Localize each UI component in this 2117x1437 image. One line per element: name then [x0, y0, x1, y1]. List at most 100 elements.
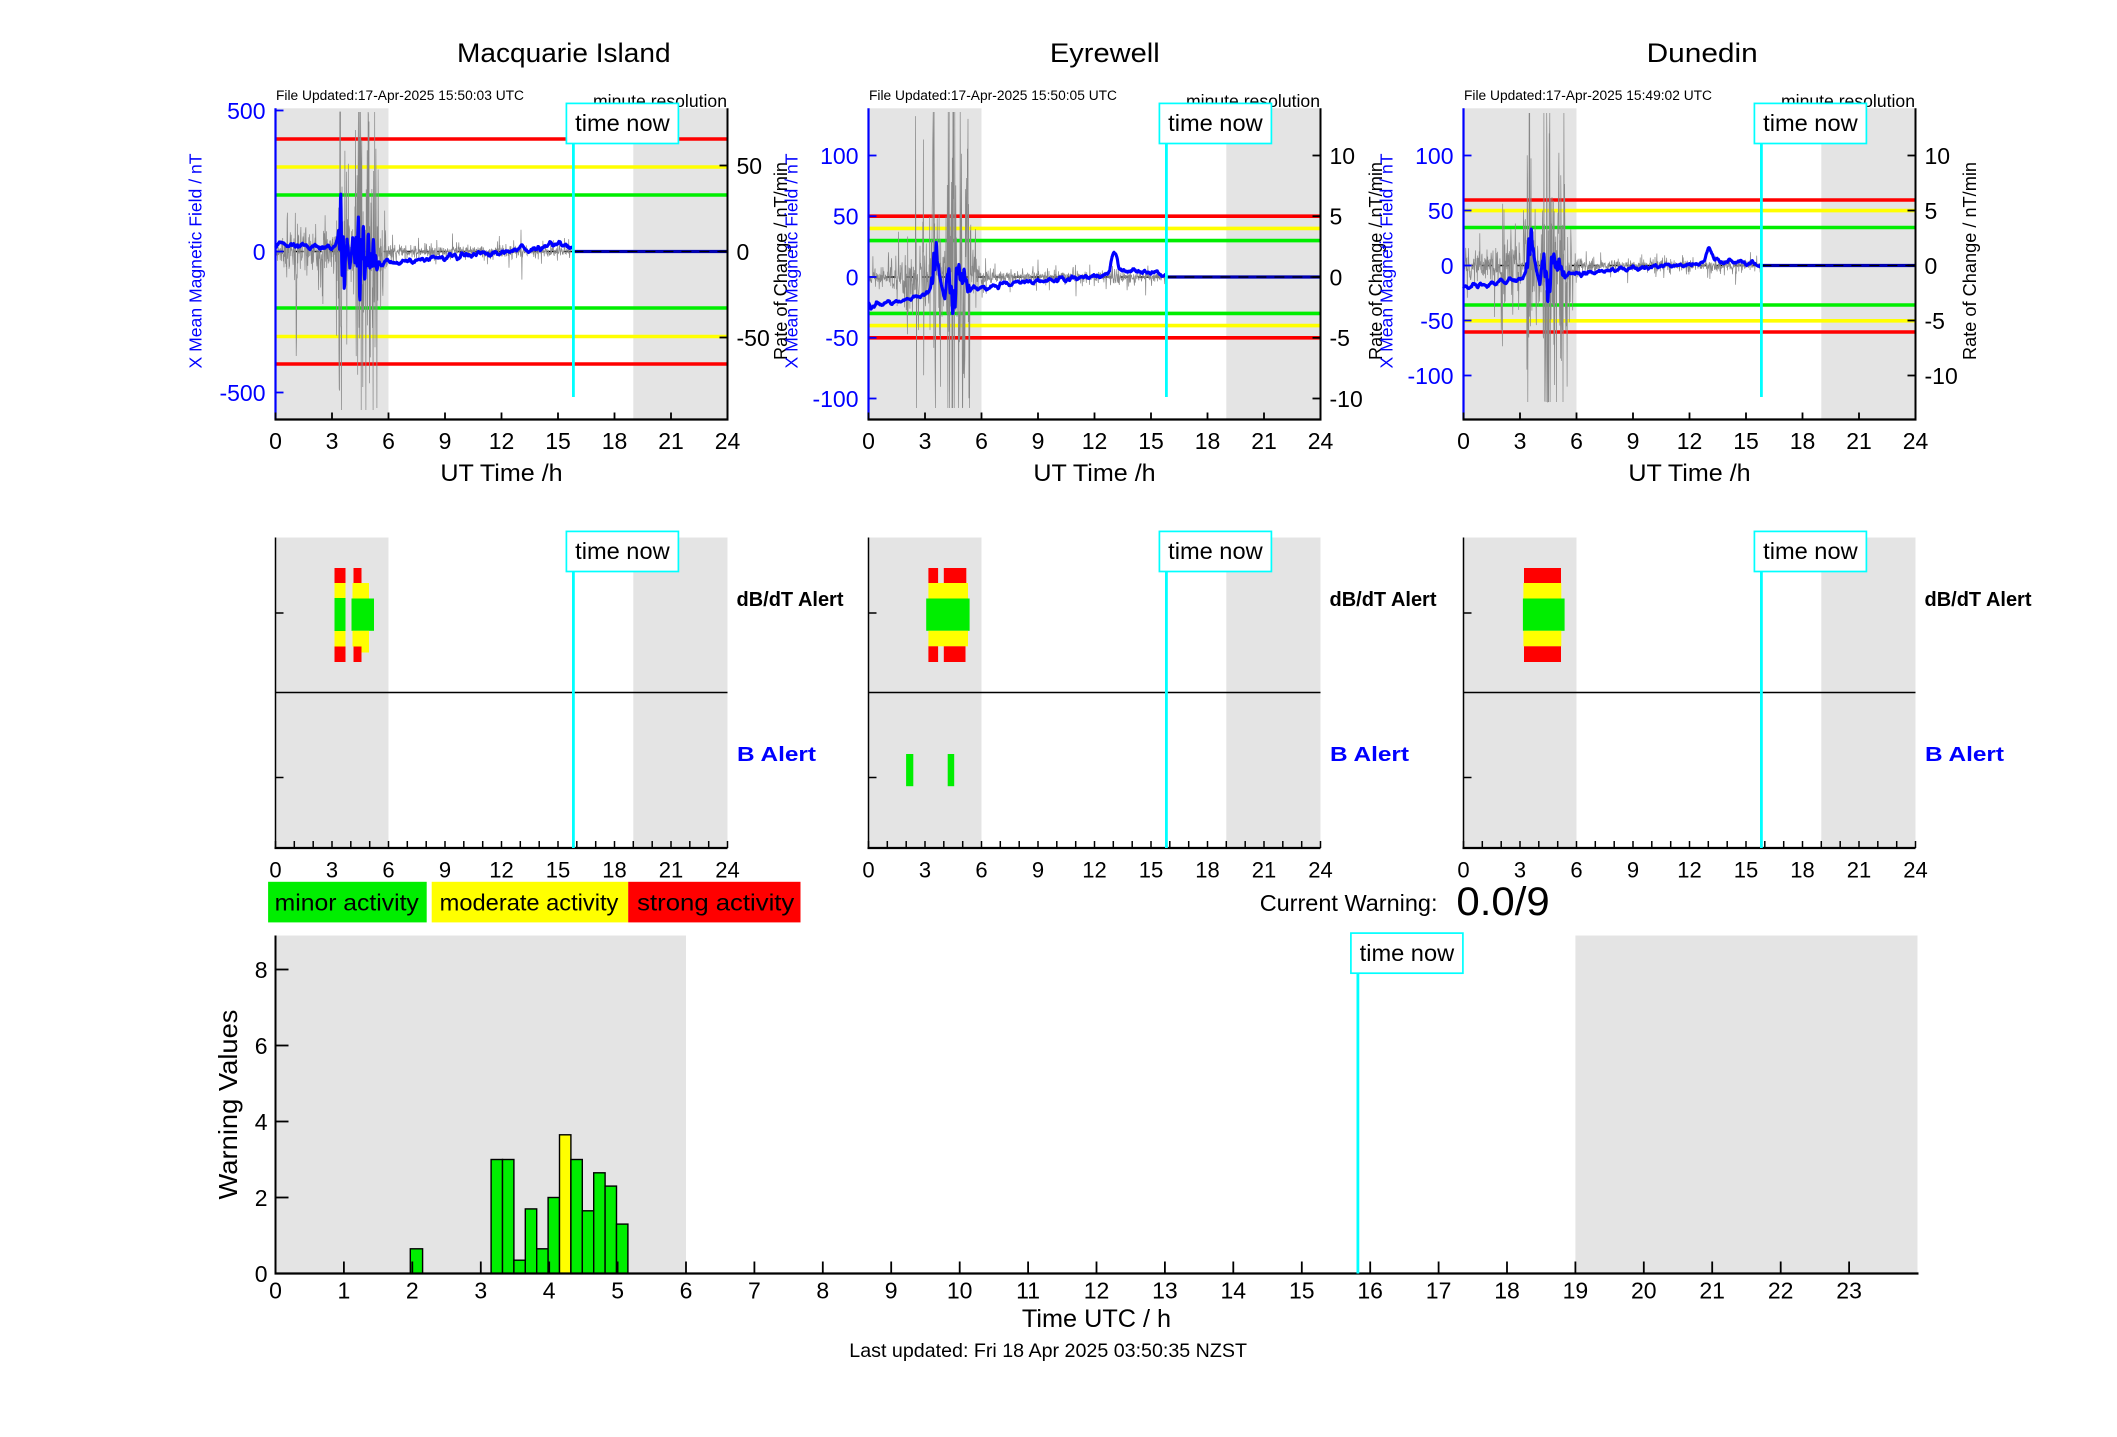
svg-text:50: 50 — [1428, 198, 1454, 224]
svg-text:7: 7 — [748, 1278, 761, 1304]
svg-text:15: 15 — [545, 428, 571, 454]
svg-text:0: 0 — [255, 1261, 268, 1287]
svg-text:2: 2 — [406, 1278, 419, 1304]
svg-text:0: 0 — [862, 428, 875, 454]
svg-text:6: 6 — [382, 858, 394, 883]
svg-text:-5: -5 — [1330, 325, 1350, 351]
svg-text:2: 2 — [255, 1185, 268, 1211]
svg-text:500: 500 — [227, 98, 265, 124]
svg-text:Time UTC / h: Time UTC / h — [1022, 1305, 1171, 1333]
svg-text:18: 18 — [1494, 1278, 1520, 1304]
svg-text:UT Time /h: UT Time /h — [1033, 460, 1155, 487]
svg-text:-100: -100 — [812, 386, 858, 412]
svg-text:0: 0 — [1330, 264, 1343, 290]
svg-text:21: 21 — [1846, 428, 1872, 454]
svg-text:21: 21 — [1847, 858, 1871, 883]
svg-text:50: 50 — [737, 153, 763, 179]
svg-text:9: 9 — [439, 428, 452, 454]
svg-text:X Mean Magnetic Field / nT: X Mean Magnetic Field / nT — [782, 153, 802, 368]
svg-text:X Mean Magnetic Field / nT: X Mean Magnetic Field / nT — [186, 153, 206, 368]
svg-text:3: 3 — [1514, 858, 1526, 883]
svg-text:12: 12 — [489, 428, 515, 454]
svg-text:0: 0 — [1925, 253, 1938, 279]
svg-text:0: 0 — [862, 858, 874, 883]
svg-text:15: 15 — [1139, 858, 1163, 883]
svg-text:12: 12 — [1677, 428, 1703, 454]
svg-text:18: 18 — [1195, 428, 1221, 454]
svg-text:B Alert: B Alert — [737, 744, 816, 766]
svg-text:8: 8 — [816, 1278, 829, 1304]
svg-text:9: 9 — [885, 1278, 898, 1304]
svg-text:3: 3 — [919, 428, 932, 454]
svg-text:-50: -50 — [1420, 308, 1453, 334]
svg-text:24: 24 — [715, 428, 741, 454]
svg-text:0: 0 — [1457, 858, 1469, 883]
svg-text:-5: -5 — [1925, 308, 1945, 334]
svg-text:6: 6 — [382, 428, 395, 454]
svg-text:3: 3 — [326, 428, 339, 454]
svg-text:-50: -50 — [737, 325, 770, 351]
svg-text:50: 50 — [833, 204, 859, 230]
svg-text:6: 6 — [975, 858, 987, 883]
svg-text:9: 9 — [1627, 428, 1640, 454]
svg-text:time now: time now — [1168, 110, 1263, 136]
svg-text:time now: time now — [1168, 538, 1263, 564]
svg-text:-100: -100 — [1407, 363, 1453, 389]
svg-text:21: 21 — [1252, 858, 1276, 883]
svg-text:time now: time now — [1763, 110, 1858, 136]
svg-text:18: 18 — [602, 428, 628, 454]
svg-text:File Updated:17-Apr-2025 15:49: File Updated:17-Apr-2025 15:49:02 UTC — [1464, 88, 1712, 103]
svg-text:10: 10 — [947, 1278, 973, 1304]
svg-text:-10: -10 — [1925, 363, 1958, 389]
svg-text:5: 5 — [1925, 198, 1938, 224]
svg-text:Dunedin: Dunedin — [1647, 38, 1758, 68]
svg-text:20: 20 — [1631, 1278, 1657, 1304]
svg-text:X Mean Magnetic Field / nT: X Mean Magnetic Field / nT — [1377, 153, 1397, 368]
svg-text:18: 18 — [1195, 858, 1219, 883]
svg-text:0.0/9: 0.0/9 — [1456, 880, 1549, 924]
svg-text:4: 4 — [543, 1278, 556, 1304]
svg-text:15: 15 — [1734, 858, 1758, 883]
svg-text:3: 3 — [326, 858, 338, 883]
svg-text:Last updated: Fri 18 Apr 2025: Last updated: Fri 18 Apr 2025 03:50:35 N… — [849, 1340, 1247, 1362]
svg-text:24: 24 — [1308, 858, 1332, 883]
svg-text:6: 6 — [1570, 428, 1583, 454]
svg-text:0: 0 — [269, 1278, 282, 1304]
svg-text:10: 10 — [1330, 143, 1356, 169]
svg-text:UT Time /h: UT Time /h — [440, 460, 562, 487]
svg-text:8: 8 — [255, 957, 268, 983]
svg-text:0: 0 — [1441, 253, 1454, 279]
svg-text:0: 0 — [269, 428, 282, 454]
svg-text:0: 0 — [253, 239, 266, 265]
svg-text:12: 12 — [1082, 858, 1106, 883]
svg-text:Rate of Change / nT/min: Rate of Change / nT/min — [1960, 162, 1980, 360]
svg-text:19: 19 — [1563, 1278, 1589, 1304]
svg-text:100: 100 — [820, 143, 858, 169]
svg-text:5: 5 — [611, 1278, 624, 1304]
svg-text:12: 12 — [489, 858, 513, 883]
svg-text:14: 14 — [1221, 1278, 1247, 1304]
svg-text:9: 9 — [1032, 858, 1044, 883]
svg-text:6: 6 — [680, 1278, 693, 1304]
svg-text:10: 10 — [1925, 143, 1951, 169]
svg-text:-10: -10 — [1330, 386, 1363, 412]
svg-text:0: 0 — [269, 858, 281, 883]
svg-text:Rate of Change / nT/min: Rate of Change / nT/min — [1366, 162, 1386, 360]
svg-text:0: 0 — [846, 264, 859, 290]
svg-text:24: 24 — [1308, 428, 1334, 454]
svg-text:6: 6 — [255, 1033, 268, 1059]
svg-text:17: 17 — [1426, 1278, 1452, 1304]
svg-text:15: 15 — [1733, 428, 1759, 454]
svg-text:time now: time now — [1360, 940, 1455, 966]
svg-text:23: 23 — [1836, 1278, 1862, 1304]
svg-text:File Updated:17-Apr-2025 15:50: File Updated:17-Apr-2025 15:50:05 UTC — [869, 88, 1117, 103]
svg-text:12: 12 — [1084, 1278, 1110, 1304]
svg-text:24: 24 — [715, 858, 739, 883]
svg-text:12: 12 — [1677, 858, 1701, 883]
svg-text:Macquarie Island: Macquarie Island — [457, 38, 671, 68]
svg-text:minor activity: minor activity — [275, 890, 420, 916]
svg-text:dB/dT Alert: dB/dT Alert — [1330, 589, 1437, 611]
svg-text:21: 21 — [1251, 428, 1277, 454]
svg-text:time now: time now — [575, 110, 670, 136]
svg-text:24: 24 — [1903, 858, 1927, 883]
